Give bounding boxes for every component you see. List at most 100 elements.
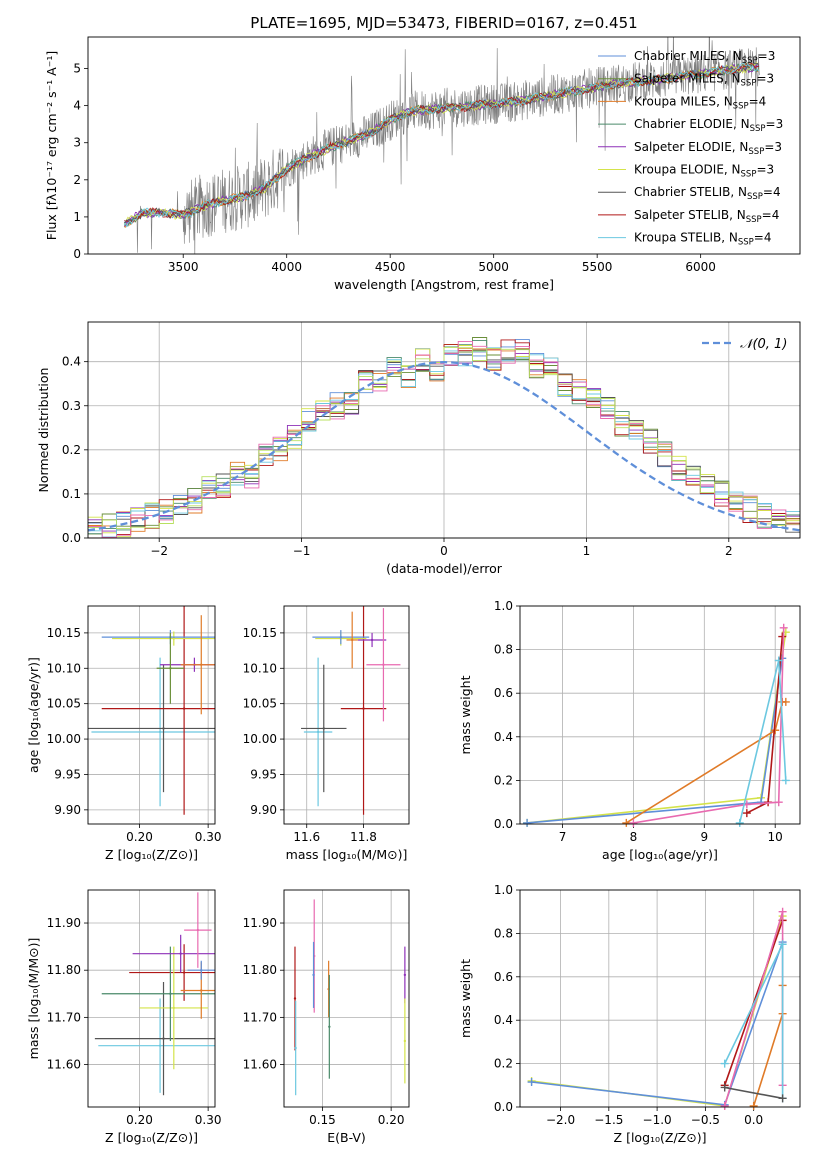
legend-entry: Kroupa STELIB, NSSP=4 xyxy=(634,231,772,248)
data-point xyxy=(162,1037,165,1040)
model-spectrum xyxy=(123,62,760,228)
data-point xyxy=(382,663,385,666)
y-tick-label: 0.4 xyxy=(62,355,81,369)
x-tick-label: 10 xyxy=(768,830,783,844)
y-tick-label: 0.2 xyxy=(62,443,81,457)
plus-marker xyxy=(778,632,787,641)
legend-name: Kroupa STELIB xyxy=(634,231,721,245)
y-tick-label: 0 xyxy=(73,247,81,261)
legend-subscript: SSP xyxy=(742,56,758,66)
y-tick-label: 0.0 xyxy=(494,817,513,831)
legend-ssp: 3 xyxy=(774,140,782,154)
plus-marker xyxy=(523,818,532,827)
data-point xyxy=(158,1044,162,1047)
legend-subscript: SSP xyxy=(733,101,749,111)
y-tick-label: 9.95 xyxy=(54,767,81,781)
data-point xyxy=(200,989,203,992)
y-tick-label: 1.0 xyxy=(494,599,513,613)
legend-entry: 𝒩(0, 1) xyxy=(740,337,787,352)
x-tick-label: 5500 xyxy=(582,260,613,274)
x-tick-label: −1.5 xyxy=(594,1113,623,1127)
axes-frame xyxy=(519,889,801,1108)
data-point xyxy=(293,997,297,1000)
panel-age-vs-mass: 11.6 11.8 9.90 9.95 10.00 10.05 10.10 10.15 mass… xyxy=(243,605,410,862)
y-tick-label: 11.60 xyxy=(47,1058,81,1072)
legend-ssp: 4 xyxy=(759,94,767,108)
data-point xyxy=(339,635,343,639)
legend-eq: = xyxy=(764,140,774,154)
plus-marker xyxy=(778,1094,787,1103)
plus-marker xyxy=(720,1101,729,1110)
y-tick-label: 9.90 xyxy=(54,803,81,817)
plus-marker xyxy=(774,798,783,807)
x-axis-label: age [log₁₀(age/yr)] xyxy=(602,847,718,862)
legend-sep: , N xyxy=(732,140,749,154)
data-point xyxy=(158,730,162,734)
data-point xyxy=(172,1006,176,1010)
histogram-step xyxy=(88,346,800,530)
x-tick-label: −0.5 xyxy=(691,1113,720,1127)
legend-eq: = xyxy=(749,94,759,108)
y-tick-label: 11.90 xyxy=(243,916,277,930)
x-tick-label: 0.30 xyxy=(195,1113,222,1127)
y-tick-label: 11.60 xyxy=(243,1058,277,1072)
legend-ssp: 3 xyxy=(767,163,775,177)
legend-entry: Kroupa ELODIE, NSSP=3 xyxy=(634,163,774,180)
x-tick-label: 0 xyxy=(440,544,448,558)
x-tick-label: 8 xyxy=(630,830,638,844)
plus-marker xyxy=(527,1078,536,1087)
y-axis-label: mass weight xyxy=(458,959,473,1038)
y-tick-label: 0.4 xyxy=(494,1013,513,1027)
plus-marker xyxy=(742,809,751,818)
x-axis-label: E(B-V) xyxy=(327,1130,366,1145)
x-tick-label: 0.30 xyxy=(195,830,222,844)
legend-subscript: SSP xyxy=(746,215,762,225)
y-tick-label: 0.3 xyxy=(62,399,81,413)
legend-ssp: 3 xyxy=(767,72,775,86)
data-point xyxy=(403,973,407,977)
y-tick-label: 0.6 xyxy=(494,970,513,984)
legend-entry: Chabrier STELIB, NSSP=4 xyxy=(634,185,781,202)
legend-subscript: SSP xyxy=(738,238,754,248)
plus-marker xyxy=(720,1083,729,1092)
plus-marker xyxy=(749,1101,758,1110)
x-axis-label: Z [log₁₀(Z/Z⊙)] xyxy=(105,1130,198,1145)
legend-ssp: 4 xyxy=(773,185,781,199)
y-tick-label: 0.0 xyxy=(62,531,81,545)
axes-frame xyxy=(283,889,410,1108)
legend-subscript: SSP xyxy=(741,79,757,89)
x-axis-label: mass [log₁₀(M/M⊙)] xyxy=(286,847,408,862)
legend-ssp: 4 xyxy=(764,231,772,245)
axes-frame xyxy=(87,605,216,825)
legend-eq: = xyxy=(758,49,768,63)
x-axis-label: Z [log₁₀(Z/Z⊙)] xyxy=(614,1130,707,1145)
x-tick-label: 4000 xyxy=(271,260,302,274)
x-tick-label: 3500 xyxy=(168,260,199,274)
plus-marker xyxy=(778,907,787,916)
legend-name: Chabrier STELIB xyxy=(634,185,730,199)
plus-marker xyxy=(779,623,788,632)
legend-ssp: 4 xyxy=(772,208,780,222)
panel-mass-vs-EBV: 0.15 0.20 11.60 11.70 11.80 11.90 E(B-V) xyxy=(243,889,410,1145)
legend-subscript: SSP xyxy=(748,147,764,157)
histogram-step xyxy=(88,339,800,538)
legend-sep: , N xyxy=(733,117,750,131)
legend-entry: Chabrier ELODIE, NSSP=3 xyxy=(634,117,783,134)
legend-sep: , N xyxy=(724,72,741,86)
x-tick-label: −2.0 xyxy=(546,1113,575,1127)
x-tick-label: 0.20 xyxy=(126,830,153,844)
y-axis-label: age [log₁₀(age/yr)] xyxy=(26,657,41,773)
y-tick-label: 10.00 xyxy=(243,732,277,746)
data-point xyxy=(196,928,200,932)
x-tick-label: 0.15 xyxy=(309,1113,336,1127)
plus-marker xyxy=(622,818,631,827)
plus-marker xyxy=(720,1059,729,1068)
plus-marker xyxy=(781,776,790,785)
y-tick-label: 11.90 xyxy=(47,916,81,930)
data-point xyxy=(169,992,172,995)
plus-marker xyxy=(781,697,790,706)
legend-name: Kroupa ELODIE xyxy=(634,163,724,177)
y-tick-label: 10.00 xyxy=(47,732,81,746)
y-tick-label: 5 xyxy=(73,62,81,76)
